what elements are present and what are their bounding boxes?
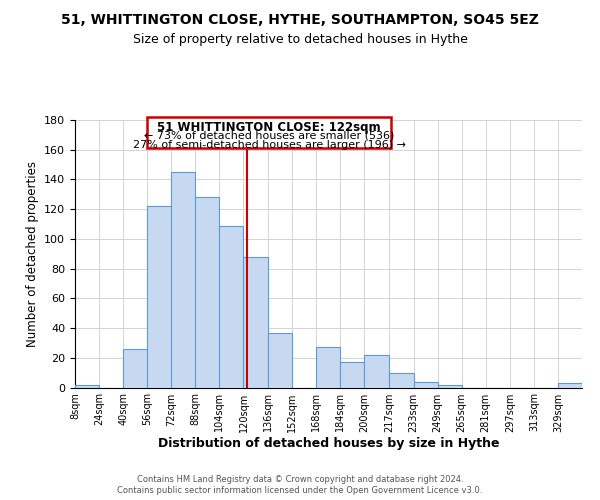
Bar [413,382,437,388]
Bar [558,383,582,388]
Bar [75,384,99,388]
Bar [220,226,244,388]
Text: Contains HM Land Registry data © Crown copyright and database right 2024.: Contains HM Land Registry data © Crown c… [137,475,463,484]
FancyBboxPatch shape [147,117,391,148]
Bar [364,355,389,388]
Bar [123,349,147,388]
Text: ← 73% of detached houses are smaller (536): ← 73% of detached houses are smaller (53… [144,130,394,140]
Bar [147,206,171,388]
Text: Contains public sector information licensed under the Open Government Licence v3: Contains public sector information licen… [118,486,482,495]
Bar [437,384,461,388]
Bar [244,256,268,388]
X-axis label: Distribution of detached houses by size in Hythe: Distribution of detached houses by size … [158,438,499,450]
Bar [316,348,340,388]
Bar [196,198,220,388]
Bar [171,172,196,388]
Bar [268,332,292,388]
Text: 51 WHITTINGTON CLOSE: 122sqm: 51 WHITTINGTON CLOSE: 122sqm [157,120,381,134]
Text: Size of property relative to detached houses in Hythe: Size of property relative to detached ho… [133,32,467,46]
Text: 51, WHITTINGTON CLOSE, HYTHE, SOUTHAMPTON, SO45 5EZ: 51, WHITTINGTON CLOSE, HYTHE, SOUTHAMPTO… [61,12,539,26]
Y-axis label: Number of detached properties: Number of detached properties [26,161,38,347]
Text: 27% of semi-detached houses are larger (196) →: 27% of semi-detached houses are larger (… [133,140,406,150]
Bar [340,362,364,388]
Bar [389,372,413,388]
